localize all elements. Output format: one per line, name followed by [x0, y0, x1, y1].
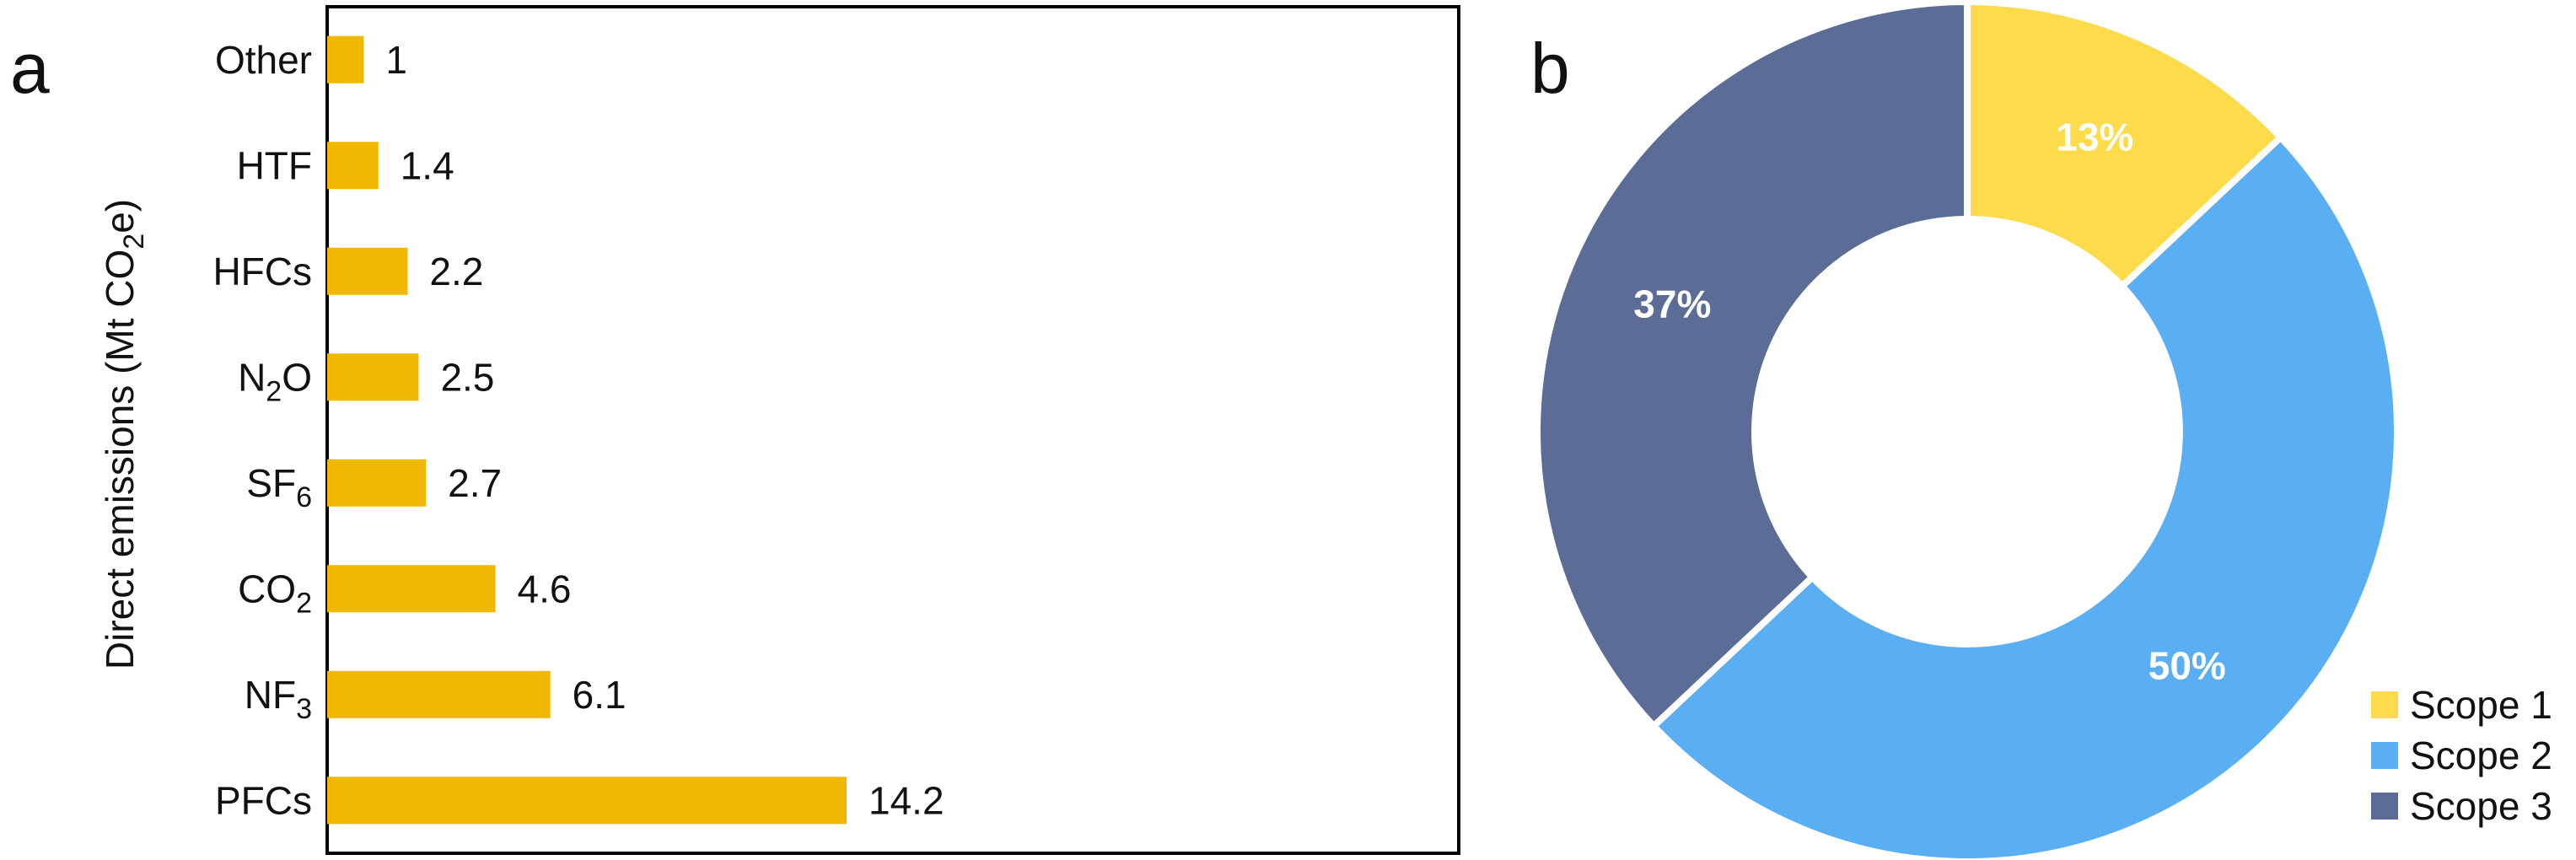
bar-sf6 [327, 459, 427, 507]
legend-label-scope-3: Scope 3 [2410, 784, 2552, 828]
legend-swatch-scope-3 [2371, 793, 2398, 820]
y-axis-title-end: e) [98, 199, 142, 234]
category-label-nf3: NF3 [245, 673, 312, 725]
value-label-nf3: 6.1 [573, 673, 627, 717]
category-label-hfcs: HFCs [212, 250, 312, 293]
bar-n2o [327, 353, 419, 401]
slice-labels-group: 13% 50% 37% [1633, 115, 2226, 687]
slice-label-scope-3: 37% [1633, 282, 1711, 326]
value-label-pfcs: 14.2 [869, 778, 944, 822]
bar-other [327, 35, 364, 83]
slice-scope-2 [1654, 137, 2397, 860]
category-label-other: Other [215, 38, 312, 82]
bar-chart-panel: a Direct emissions (Mt CO2e) Other HTF HFC… [10, 5, 1460, 855]
legend-label-scope-2: Scope 2 [2410, 734, 2552, 777]
value-labels-group: 1 1.4 2.2 2.5 2.7 4.6 6.1 14.2 [385, 38, 944, 823]
legend-swatch-scope-1 [2371, 691, 2398, 718]
slice-scope-1 [1964, 0, 2286, 292]
category-label-pfcs: PFCs [215, 778, 312, 822]
value-label-n2o: 2.5 [440, 355, 494, 399]
y-axis-title: Direct emissions (Mt CO2e) [98, 199, 150, 669]
category-label-n2o: N2O [238, 355, 312, 407]
panel-a-letter: a [10, 29, 50, 108]
value-label-hfcs: 2.2 [429, 250, 483, 293]
bar-pfcs [327, 777, 847, 825]
panel-b-letter: b [1530, 29, 1570, 108]
plot-frame [325, 5, 1460, 855]
donut-slices-group [1534, 0, 2397, 860]
value-label-sf6: 2.7 [448, 461, 502, 505]
donut-chart-panel: b 13% 50% 37% Scope 1 Scope 2 Scope 3 [1530, 0, 2552, 860]
bar-co2 [327, 565, 496, 613]
category-labels-group: Other HTF HFCs N2O SF6 CO2 NF3 PFCs [212, 38, 312, 823]
category-label-co2: CO2 [238, 567, 312, 619]
slice-scope-3 [1534, 0, 1971, 731]
slice-label-scope-1: 13% [2056, 115, 2133, 159]
y-axis-title-subscript: 2 [118, 234, 150, 250]
value-label-other: 1 [385, 38, 407, 82]
legend-swatch-scope-2 [2371, 742, 2398, 769]
legend: Scope 1 Scope 2 Scope 3 [2371, 683, 2552, 828]
value-label-co2: 4.6 [518, 567, 572, 610]
bar-nf3 [327, 670, 551, 718]
bars-group [327, 35, 847, 825]
category-label-htf: HTF [237, 143, 312, 187]
bar-htf [327, 142, 379, 190]
value-label-htf: 1.4 [401, 143, 454, 187]
y-axis-title-main: Direct emissions (Mt CO [98, 250, 142, 669]
slice-label-scope-2: 50% [2148, 644, 2226, 688]
category-label-sf6: SF6 [246, 461, 312, 513]
legend-label-scope-1: Scope 1 [2410, 683, 2552, 727]
bar-hfcs [327, 247, 408, 295]
